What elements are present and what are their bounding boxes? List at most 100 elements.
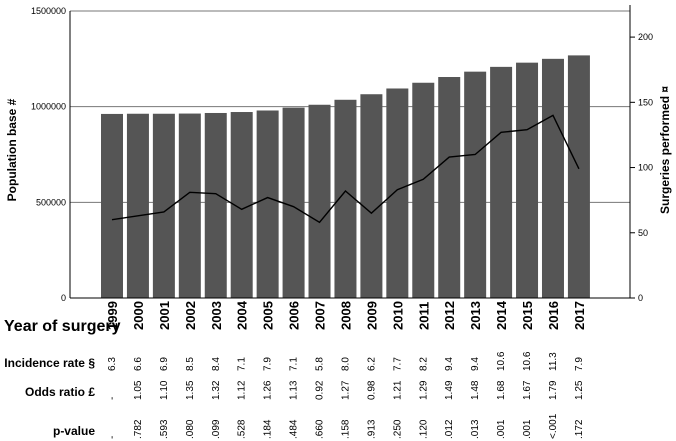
bar [567, 55, 590, 299]
table-cell: 8.0 [340, 357, 351, 371]
table-cell: .593 [159, 419, 170, 439]
table-row-label: Incidence rate § [4, 356, 95, 370]
table-cell: .782 [133, 419, 144, 439]
table-cell: 6.6 [133, 357, 144, 371]
bar [152, 113, 175, 298]
table-cell: 1.35 [185, 380, 196, 400]
table-cell: 7.1 [289, 357, 300, 371]
table-cell: .660 [315, 419, 326, 439]
table-cell: 1.79 [548, 380, 559, 400]
table-cell: 11.3 [548, 352, 559, 371]
y-tick-label: 1000000 [31, 102, 66, 112]
y2-axis-label: Surgeries performed ¤ [658, 86, 672, 214]
y2-tick-label: 150 [638, 97, 653, 107]
x-tick-label: 2012 [442, 301, 457, 330]
table-cell: .099 [211, 419, 222, 439]
bar [360, 94, 383, 298]
bar [308, 104, 331, 299]
table-cell: - [107, 397, 118, 400]
bar [490, 66, 513, 299]
x-tick-label: 2015 [520, 301, 535, 330]
table-cell: 1.67 [522, 380, 533, 400]
bar [101, 113, 123, 298]
x-tick-label: 1999 [105, 301, 120, 330]
bar [230, 112, 253, 298]
x-tick-label: 2001 [157, 301, 172, 330]
table-cell: 1.49 [444, 380, 455, 400]
axes [69, 5, 635, 299]
table-cell: 1.05 [133, 380, 144, 400]
table-cell: 1.32 [211, 380, 222, 400]
y2-tick-label: 50 [638, 228, 648, 238]
table-cell: 9.4 [444, 357, 455, 371]
x-tick-label: 2002 [183, 301, 198, 330]
bar [126, 113, 149, 298]
bar [256, 110, 279, 298]
table-cell: .120 [418, 419, 429, 439]
table-cell: .001 [496, 419, 507, 439]
table-cell: 6.3 [107, 357, 118, 371]
table-cell: 1.29 [418, 380, 429, 400]
x-tick-label: 2013 [468, 301, 483, 330]
x-tick-label: 2009 [364, 301, 379, 330]
x-tick-label: 2005 [261, 301, 276, 330]
x-tick-label: 2014 [494, 300, 509, 330]
y-tick-label: 0 [61, 293, 66, 303]
table-cell: 1.12 [237, 380, 248, 400]
bar [282, 107, 305, 298]
line-series [111, 114, 580, 224]
table-cell: <.001 [548, 413, 559, 439]
table-cell: 1.13 [289, 380, 300, 400]
table-cell: .012 [444, 419, 455, 439]
x-axis-label: Year of surgery [4, 318, 121, 335]
x-tick-label: 2008 [338, 301, 353, 330]
bar [541, 58, 564, 299]
table-cell: .080 [185, 419, 196, 439]
table-cell: .528 [237, 419, 248, 439]
table-cell: 10.6 [522, 351, 533, 371]
y2-tick-label: 200 [638, 32, 653, 42]
bar [438, 77, 461, 298]
y-axis-label: Population base # [5, 98, 19, 201]
table-cell: .250 [392, 419, 403, 439]
table-cell: 0.92 [315, 380, 326, 400]
y-tick-label: 500000 [36, 197, 66, 207]
table-cell: 0.98 [366, 380, 377, 400]
bar [204, 112, 227, 298]
x-tick-label: 2011 [416, 302, 431, 330]
x-tick-label: 2000 [131, 301, 146, 330]
x-tick-label: 2010 [390, 301, 405, 330]
y-tick-label: 1500000 [31, 6, 66, 16]
table-cell: 1.10 [159, 380, 170, 400]
table-cell: 7.1 [237, 357, 248, 371]
x-tick-label: 2006 [287, 301, 302, 330]
table-cell: .913 [366, 419, 377, 439]
stats-table: Incidence rate § 6.3 6.6 6.9 8.5 8.4 7.1 7.9 7.1… [4, 351, 585, 439]
bar [386, 88, 409, 299]
bar [412, 82, 435, 298]
y2-tick-label: 100 [638, 163, 653, 173]
table-row-label: p-value [53, 424, 95, 438]
table-cell: .484 [289, 419, 300, 439]
x-tick-label: 2004 [235, 300, 250, 330]
y2-tick-label: 0 [638, 293, 643, 303]
bar [178, 113, 201, 299]
bar [516, 62, 539, 298]
table-cell: 8.4 [211, 357, 222, 371]
table-cell: .001 [522, 419, 533, 439]
table-cell: 5.8 [315, 357, 326, 371]
x-tick-label: 2003 [209, 301, 224, 330]
bar [334, 99, 357, 299]
table-cell: 6.9 [159, 357, 170, 371]
table-cell: 7.9 [574, 357, 585, 371]
x-tick-label: 2007 [313, 301, 328, 330]
table-cell: .172 [574, 419, 585, 439]
x-tick-label: 2016 [546, 301, 561, 330]
table-cell: 8.5 [185, 357, 196, 371]
table-cell: - [107, 436, 118, 439]
table-cell: 10.6 [496, 351, 507, 371]
table-cell: 8.2 [418, 357, 429, 371]
table-cell: 1.25 [574, 380, 585, 400]
table-cell: 1.26 [263, 380, 274, 400]
